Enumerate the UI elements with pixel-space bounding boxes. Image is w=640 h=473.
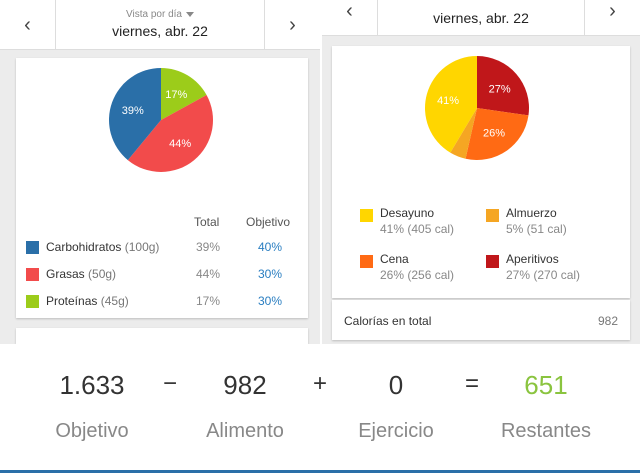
pie-slice-label: 39%	[122, 105, 144, 117]
total-column-header: Total	[194, 215, 220, 229]
macro-row-carbs: Carbohidratos (100g) 39% 40%	[26, 238, 298, 258]
snacks-swatch	[486, 255, 499, 268]
pie-slice-label: 26%	[483, 128, 505, 140]
macro-total: 44%	[196, 267, 221, 281]
pie-slice	[425, 56, 477, 153]
date-selector[interactable]: Vista por día viernes, abr. 22	[56, 0, 264, 50]
goal-column-header: Objetivo	[246, 215, 291, 229]
macro-total: 39%	[196, 240, 221, 254]
pie-slice-label: 17%	[165, 89, 187, 101]
previous-day-button[interactable]: ‹	[0, 0, 56, 50]
macro-total: 17%	[196, 294, 221, 308]
pie-slice	[450, 108, 477, 159]
pie-slice	[109, 68, 161, 161]
remaining-value: 651	[524, 370, 568, 400]
meal-name: Almuerzo	[506, 206, 557, 220]
total-calories-label: Calorías en total	[344, 314, 432, 328]
minus-sign: −	[162, 370, 177, 397]
goal-value: 1.633	[59, 370, 125, 400]
pie-slice-label: 27%	[489, 83, 511, 95]
chevron-right-icon: ›	[609, 0, 616, 22]
calorie-summary: 1.633 − 982 + 0 = 651 Objetivo Alimento …	[0, 344, 640, 473]
chevron-left-icon: ‹	[346, 0, 353, 22]
goal-label: Objetivo	[55, 420, 129, 442]
total-calories-row[interactable]: Calorías en total 982	[332, 300, 630, 340]
pie-slice	[127, 94, 214, 173]
macro-row-fats: Grasas (50g) 44% 30%	[26, 265, 298, 285]
pie-slice	[161, 68, 207, 120]
date-navigation-bar: ‹ Vista por día viernes, abr. 22 ›	[0, 0, 320, 50]
current-date: viernes, abr. 22	[112, 23, 208, 39]
meals-card: 27% 26% 41% Desayuno 41% (405 cal) Almuerz…	[332, 46, 630, 298]
macro-name: Proteínas	[46, 294, 98, 308]
macros-pie-chart: 17% 44% 39%	[109, 68, 214, 173]
macro-goal: 30%	[258, 294, 283, 308]
current-date: viernes, abr. 22	[433, 10, 529, 26]
macro-grams: (100g)	[124, 240, 160, 254]
pie-slice-label: 41%	[437, 95, 459, 107]
meal-detail: 5% (51 cal)	[506, 222, 567, 236]
macros-panel: ‹ Vista por día viernes, abr. 22 › 17% 44…	[0, 0, 320, 344]
carbs-swatch	[26, 241, 39, 254]
meals-panel: ‹ viernes, abr. 22 › 27% 26% 41% Desayuno …	[322, 0, 640, 344]
equals-sign: =	[464, 370, 479, 397]
meal-detail: 26% (256 cal)	[380, 268, 455, 282]
macro-name: Carbohidratos	[46, 240, 122, 254]
date-navigation-bar: ‹ viernes, abr. 22 ›	[322, 0, 640, 36]
macro-goal: 40%	[258, 240, 283, 254]
dinner-swatch	[360, 255, 373, 268]
plus-sign: +	[312, 370, 327, 397]
lunch-swatch	[486, 209, 499, 222]
macro-grams: (50g)	[88, 267, 117, 281]
meal-name: Cena	[380, 252, 409, 266]
exercise-label: Ejercicio	[358, 420, 434, 442]
fats-swatch	[26, 268, 39, 281]
previous-day-button[interactable]: ‹	[322, 0, 378, 36]
pie-slice	[465, 108, 529, 160]
next-day-button[interactable]: ›	[264, 0, 320, 50]
meal-name: Aperitivos	[506, 252, 559, 266]
macro-name: Grasas	[46, 267, 85, 281]
chevron-right-icon: ›	[289, 13, 296, 36]
macro-grams: (45g)	[100, 294, 129, 308]
pie-slice-label: 44%	[169, 138, 191, 150]
chevron-left-icon: ‹	[24, 13, 31, 36]
food-label: Alimento	[206, 420, 284, 442]
macro-goal: 30%	[258, 267, 283, 281]
total-calories-value: 982	[597, 314, 618, 328]
meals-pie-chart: 27% 26% 41%	[425, 56, 529, 160]
pie-slice	[477, 56, 529, 116]
remaining-label: Restantes	[500, 420, 592, 442]
view-mode-dropdown[interactable]: Vista por día	[56, 9, 264, 20]
meal-name: Desayuno	[380, 206, 435, 220]
meal-detail: 41% (405 cal)	[380, 222, 455, 236]
bottom-accent-line	[0, 470, 640, 473]
next-card	[16, 328, 308, 344]
protein-swatch	[26, 295, 39, 308]
meal-detail: 27% (270 cal)	[506, 268, 581, 282]
next-day-button[interactable]: ›	[584, 0, 640, 36]
macro-row-protein: Proteínas (45g) 17% 30%	[26, 292, 298, 312]
exercise-value: 0	[388, 370, 404, 400]
view-mode-label: Vista por día	[126, 9, 182, 20]
breakfast-swatch	[360, 209, 373, 222]
caret-down-icon	[185, 11, 194, 17]
date-selector[interactable]: viernes, abr. 22	[378, 0, 584, 36]
food-value: 982	[223, 370, 267, 400]
macros-card: 17% 44% 39% Total Objetivo Carbohidratos (…	[16, 58, 308, 318]
